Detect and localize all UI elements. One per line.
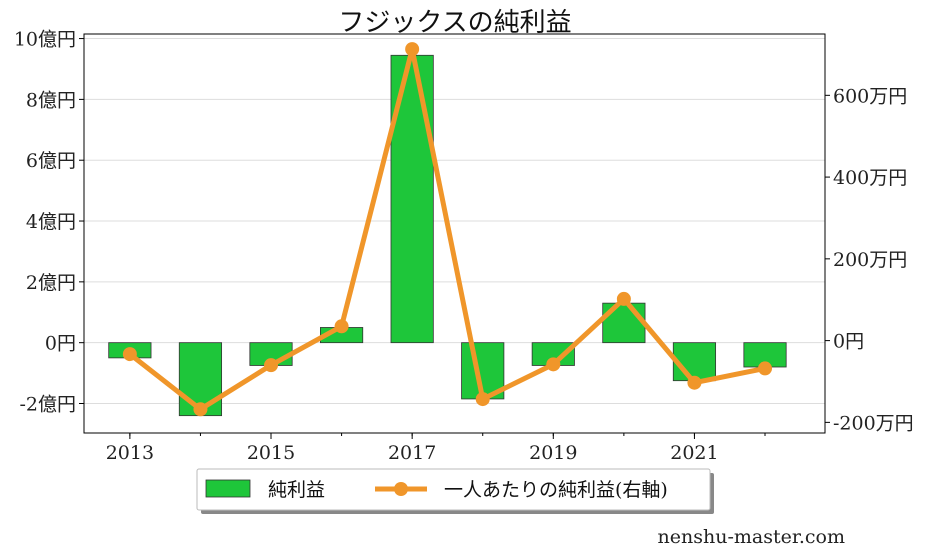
watermark: nenshu-master.com xyxy=(658,526,845,548)
bar xyxy=(602,302,646,344)
left-tick-label: -2億円 xyxy=(19,394,76,416)
x-axis: 2013 2015 2017 2019 2021 xyxy=(106,433,766,464)
legend-bar-label: 純利益 xyxy=(268,479,325,501)
legend-line-marker xyxy=(394,482,408,496)
line-point xyxy=(405,42,420,57)
right-y-axis: -200万円 0円 200万円 400万円 600万円 xyxy=(825,85,914,434)
line-point xyxy=(193,402,208,417)
x-tick-label: 2013 xyxy=(106,442,154,464)
line-point xyxy=(546,357,561,372)
left-tick-label: 2億円 xyxy=(26,272,76,294)
left-tick-label: 0円 xyxy=(45,333,76,355)
left-y-axis: -2億円 0円 2億円 4億円 6億円 8億円 10億円 xyxy=(14,29,84,416)
line-point xyxy=(122,347,137,362)
left-tick-label: 10億円 xyxy=(14,29,76,51)
x-tick-label: 2021 xyxy=(670,442,718,464)
left-tick-label: 4億円 xyxy=(26,211,76,233)
chart-title: フジックスの純利益 xyxy=(338,8,571,38)
right-tick-label: 0円 xyxy=(833,331,864,353)
left-tick-label: 8億円 xyxy=(26,89,76,111)
line-point xyxy=(616,291,631,306)
line-point xyxy=(334,319,349,334)
x-tick-label: 2019 xyxy=(529,442,577,464)
line-point xyxy=(264,358,279,373)
x-tick-label: 2017 xyxy=(388,442,436,464)
left-tick-label: 6億円 xyxy=(26,150,76,172)
bar xyxy=(672,342,717,382)
series-line xyxy=(128,46,766,412)
line-point xyxy=(687,375,702,390)
right-tick-label: 200万円 xyxy=(833,249,907,271)
legend-line-label: 一人あたりの純利益(右軸) xyxy=(444,479,668,501)
line-series xyxy=(122,42,773,417)
legend: 純利益 一人あたりの純利益(右軸) xyxy=(196,468,714,514)
plot-frame xyxy=(83,33,826,434)
line-point xyxy=(475,392,490,407)
line-point xyxy=(758,361,773,376)
legend-bar-swatch xyxy=(205,479,251,498)
right-tick-label: -200万円 xyxy=(833,412,914,434)
right-tick-label: 400万円 xyxy=(833,167,907,189)
x-tick-label: 2015 xyxy=(247,442,295,464)
legend-box xyxy=(196,468,711,511)
right-tick-label: 600万円 xyxy=(833,85,907,107)
